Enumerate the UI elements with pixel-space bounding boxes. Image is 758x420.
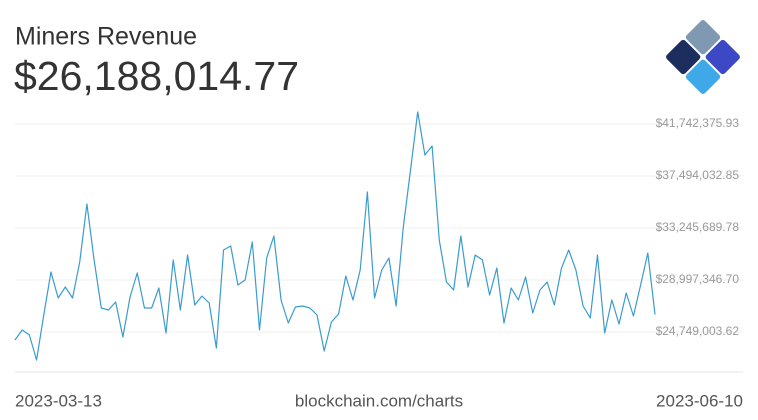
y-tick-label: $33,245,689.78	[656, 220, 740, 234]
y-tick-label: $41,742,375.93	[656, 116, 740, 130]
y-tick-label: $37,494,032.85	[656, 168, 740, 182]
x-tick-label: 2023-06-10	[656, 391, 743, 410]
logo-piece	[685, 20, 721, 55]
data-line	[14, 111, 656, 361]
y-tick-label: $24,749,003.62	[656, 324, 740, 338]
x-tick-label: 2023-03-13	[15, 391, 102, 410]
logo-piece	[705, 39, 740, 75]
y-tick-label: $28,997,346.70	[656, 272, 740, 286]
current-value: $26,188,014.77	[14, 53, 299, 99]
chart-title: Miners Revenue	[15, 23, 197, 51]
logo	[666, 20, 740, 94]
logo-piece	[685, 59, 721, 94]
logo-piece	[666, 39, 701, 75]
source: blockchain.com/charts	[295, 391, 463, 410]
